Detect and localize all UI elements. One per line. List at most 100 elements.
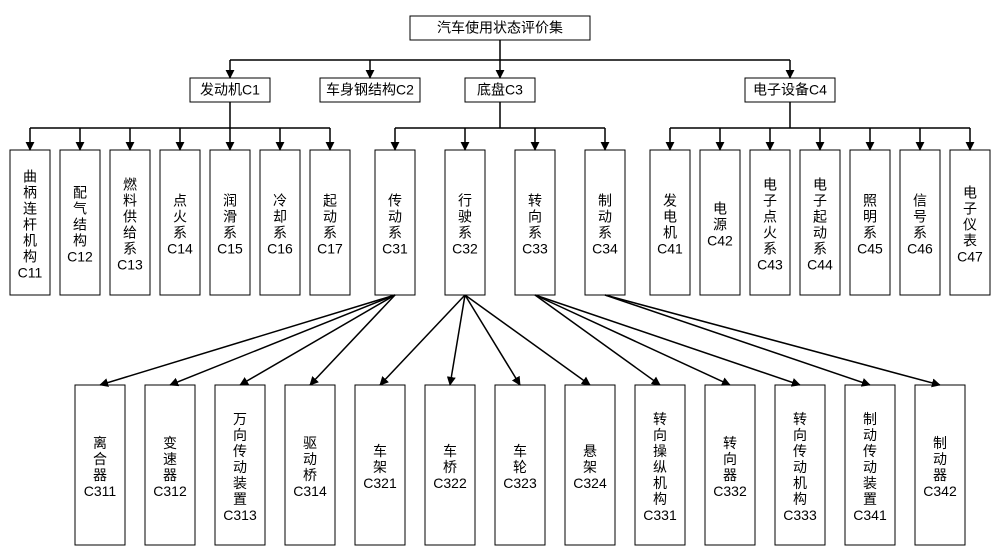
svg-text:起: 起 bbox=[813, 208, 827, 224]
svg-text:C32: C32 bbox=[452, 240, 478, 256]
svg-text:装: 装 bbox=[233, 475, 247, 491]
svg-text:电: 电 bbox=[813, 176, 827, 192]
svg-text:C31: C31 bbox=[382, 240, 408, 256]
node-C46: 信号系C46 bbox=[900, 150, 940, 295]
svg-text:构: 构 bbox=[653, 491, 667, 507]
svg-text:构: 构 bbox=[793, 491, 807, 507]
svg-text:C12: C12 bbox=[67, 248, 93, 264]
svg-text:动: 动 bbox=[388, 208, 402, 224]
node-C341: 制动传动装置C341 bbox=[845, 385, 895, 545]
svg-text:转: 转 bbox=[528, 192, 542, 208]
svg-text:系: 系 bbox=[528, 224, 542, 240]
node-C322: 车桥C322 bbox=[425, 385, 475, 545]
svg-text:C45: C45 bbox=[857, 240, 883, 256]
svg-text:仪: 仪 bbox=[963, 216, 977, 232]
svg-text:变: 变 bbox=[163, 435, 177, 451]
svg-text:C342: C342 bbox=[923, 483, 957, 499]
node-C333: 转向传动机构C333 bbox=[775, 385, 825, 545]
svg-text:C311: C311 bbox=[84, 483, 117, 499]
svg-text:电子设备C4: 电子设备C4 bbox=[753, 82, 827, 98]
svg-text:系: 系 bbox=[273, 224, 287, 240]
svg-text:传: 传 bbox=[233, 443, 247, 459]
svg-text:C14: C14 bbox=[167, 240, 193, 256]
node-C44: 电子起动系C44 bbox=[800, 150, 840, 295]
svg-text:机: 机 bbox=[23, 232, 37, 248]
svg-text:系: 系 bbox=[863, 224, 877, 240]
svg-text:表: 表 bbox=[963, 232, 977, 248]
root-node: 汽车使用状态评价集 bbox=[410, 16, 590, 40]
svg-text:C341: C341 bbox=[853, 507, 887, 523]
svg-text:器: 器 bbox=[163, 467, 177, 483]
svg-text:C16: C16 bbox=[267, 240, 293, 256]
svg-text:C15: C15 bbox=[217, 240, 243, 256]
svg-text:操: 操 bbox=[653, 443, 667, 459]
node-C331: 转向操纵机构C331 bbox=[635, 385, 685, 545]
svg-text:C44: C44 bbox=[807, 256, 833, 272]
svg-text:动: 动 bbox=[303, 451, 317, 467]
svg-text:驱: 驱 bbox=[303, 435, 317, 451]
node-C33: 转向系C33 bbox=[515, 150, 555, 295]
svg-text:系: 系 bbox=[173, 224, 187, 240]
svg-text:向: 向 bbox=[233, 427, 247, 443]
svg-text:置: 置 bbox=[233, 491, 247, 507]
svg-text:C331: C331 bbox=[643, 507, 677, 523]
svg-text:系: 系 bbox=[123, 240, 137, 256]
svg-text:向: 向 bbox=[653, 427, 667, 443]
svg-text:C314: C314 bbox=[293, 483, 327, 499]
svg-text:柄: 柄 bbox=[23, 184, 37, 200]
svg-text:配: 配 bbox=[73, 184, 87, 200]
svg-text:C42: C42 bbox=[707, 232, 733, 248]
svg-text:曲: 曲 bbox=[23, 168, 37, 184]
svg-text:电: 电 bbox=[963, 184, 977, 200]
node-C2: 车身钢结构C2 bbox=[320, 78, 420, 102]
svg-text:装: 装 bbox=[863, 475, 877, 491]
svg-text:C11: C11 bbox=[18, 264, 43, 280]
svg-text:车: 车 bbox=[443, 443, 457, 459]
svg-text:传: 传 bbox=[793, 443, 807, 459]
svg-text:C324: C324 bbox=[573, 475, 607, 491]
svg-text:动: 动 bbox=[323, 208, 337, 224]
svg-text:速: 速 bbox=[163, 451, 177, 467]
node-C16: 冷却系C16 bbox=[260, 150, 300, 295]
svg-text:结: 结 bbox=[73, 216, 87, 232]
node-C323: 车轮C323 bbox=[495, 385, 545, 545]
svg-text:转: 转 bbox=[723, 435, 737, 451]
svg-text:器: 器 bbox=[933, 467, 947, 483]
node-C12: 配气结构C12 bbox=[60, 150, 100, 295]
svg-text:料: 料 bbox=[123, 192, 137, 208]
svg-text:系: 系 bbox=[323, 224, 337, 240]
svg-text:器: 器 bbox=[723, 467, 737, 483]
svg-text:轮: 轮 bbox=[513, 459, 527, 475]
svg-text:电: 电 bbox=[663, 208, 677, 224]
svg-text:给: 给 bbox=[123, 224, 137, 240]
svg-text:汽车使用状态评价集: 汽车使用状态评价集 bbox=[437, 20, 563, 36]
svg-text:桥: 桥 bbox=[443, 459, 457, 475]
node-C311: 离合器C311 bbox=[75, 385, 125, 545]
node-C31: 传动系C31 bbox=[375, 150, 415, 295]
svg-text:明: 明 bbox=[863, 208, 877, 224]
svg-text:转: 转 bbox=[793, 411, 807, 427]
svg-text:系: 系 bbox=[598, 224, 612, 240]
svg-text:万: 万 bbox=[233, 411, 247, 427]
svg-text:号: 号 bbox=[913, 208, 927, 224]
svg-text:桥: 桥 bbox=[303, 467, 317, 483]
node-C332: 转向器C332 bbox=[705, 385, 755, 545]
node-C321: 车架C321 bbox=[355, 385, 405, 545]
svg-text:动: 动 bbox=[863, 459, 877, 475]
svg-text:机: 机 bbox=[653, 475, 667, 491]
svg-text:行: 行 bbox=[458, 192, 472, 208]
node-C4: 电子设备C4 bbox=[745, 78, 835, 102]
svg-text:转: 转 bbox=[653, 411, 667, 427]
svg-text:制: 制 bbox=[598, 192, 612, 208]
svg-text:燃: 燃 bbox=[123, 176, 137, 192]
svg-text:气: 气 bbox=[73, 200, 87, 216]
svg-text:车: 车 bbox=[373, 443, 387, 459]
svg-text:C33: C33 bbox=[522, 240, 548, 256]
svg-text:C47: C47 bbox=[957, 248, 983, 264]
svg-text:制: 制 bbox=[863, 411, 877, 427]
hierarchy-diagram: 汽车使用状态评价集发动机C1车身钢结构C2底盘C3电子设备C4曲柄连杆机构C11… bbox=[0, 0, 1000, 555]
svg-text:底盘C3: 底盘C3 bbox=[477, 82, 523, 98]
node-C312: 变速器C312 bbox=[145, 385, 195, 545]
node-C13: 燃料供给系C13 bbox=[110, 150, 150, 295]
svg-text:向: 向 bbox=[528, 208, 542, 224]
